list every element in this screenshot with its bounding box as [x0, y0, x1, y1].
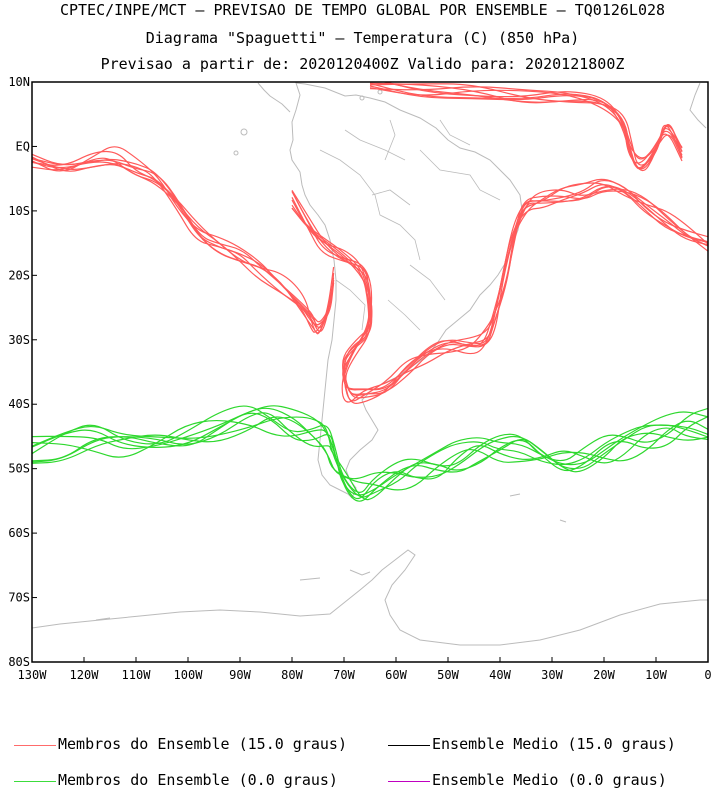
legend-label-member15: Membros do Ensemble (15.0 graus) [58, 735, 347, 753]
y-tick-label: 20S [8, 268, 30, 282]
legend-label-member0: Membros do Ensemble (0.0 graus) [58, 771, 338, 789]
contour-15c-member-3-6 [369, 83, 683, 166]
antarctica-coastline [32, 549, 708, 646]
y-tick-label: 40S [8, 397, 30, 411]
legend-swatch-member0 [14, 781, 56, 782]
y-tick-label: 60S [8, 526, 30, 540]
contour-0c-member-4-8 [32, 407, 708, 480]
x-tick-label: 50W [437, 668, 459, 682]
contour-15c-member-2-8 [291, 184, 708, 404]
plot-frame [31, 81, 709, 663]
y-tick-label: 50S [8, 462, 30, 476]
y-tick-label: 70S [8, 591, 30, 605]
y-tick-label: 10S [8, 204, 30, 218]
contour-15c-member-1-2 [32, 156, 335, 328]
contour-15c-member-1-4 [32, 150, 335, 334]
contour-15c-member-2-3 [291, 188, 708, 402]
contour-15c-member-3-7 [369, 85, 683, 172]
contour-0c-member-4-2 [32, 405, 708, 496]
islands-outline [95, 493, 567, 621]
x-tick-label: 10W [645, 668, 667, 682]
africa-coastline [689, 82, 707, 129]
contour-15c-member-1-3 [32, 146, 335, 323]
legend-swatch-mean0 [388, 781, 430, 782]
x-tick-label: 0 [704, 668, 711, 682]
contour-15c-member-2-4 [291, 179, 708, 391]
legend-label-mean15: Ensemble Medio (15.0 graus) [432, 735, 676, 753]
x-tick-label: 60W [385, 668, 407, 682]
y-tick-label: 80S [8, 655, 30, 669]
contour-0c-member-4-1 [32, 416, 708, 491]
contour-15c-member-1-1 [32, 157, 335, 333]
contour-0c-member-4-7 [32, 405, 708, 493]
contour-15c-member-2-6 [291, 190, 708, 399]
axes: 130W 120W 110W 100W 90W 80W 70W 60W 50W 40W 30W 20W… [8, 75, 711, 682]
y-tick-label: EQ [16, 139, 30, 153]
legend-label-mean0: Ensemble Medio (0.0 graus) [432, 771, 667, 789]
contour-0c-member-4-5 [32, 412, 708, 500]
contour-15c-member-1-6 [32, 158, 335, 332]
country-borders [319, 119, 501, 331]
contour-15c-member-3-4 [369, 87, 683, 159]
contour-15c-member-2-7 [291, 178, 708, 396]
contour-15c-member-1-7 [32, 153, 335, 326]
contour-15c-member-1-5 [32, 157, 335, 326]
contour-15c-member-1-8 [32, 161, 335, 335]
caribbean-islands [233, 89, 383, 156]
central-america-coastline [257, 82, 291, 113]
contour-0c-member-4-3 [32, 416, 708, 498]
south-america-coastline [289, 82, 523, 499]
x-tick-label: 40W [489, 668, 511, 682]
legend-swatch-member15 [14, 745, 56, 746]
contour-lines [32, 82, 708, 502]
x-tick-label: 100W [174, 668, 204, 682]
x-tick-label: 30W [541, 668, 563, 682]
x-tick-label: 20W [593, 668, 615, 682]
x-tick-label: 130W [18, 668, 48, 682]
legend-swatch-mean15 [388, 745, 430, 746]
y-tick-label: 10N [8, 75, 30, 89]
x-tick-label: 90W [229, 668, 251, 682]
chart-title-line2: Diagrama "Spaguetti" – Temperatura (C) (… [145, 29, 580, 47]
chart-title-line1: CPTEC/INPE/MCT – PREVISAO DE TEMPO GLOBA… [59, 1, 666, 19]
y-tick-label: 30S [8, 333, 30, 347]
chart-title-line3: Previsao a partir de: 2020120400Z Valido… [100, 55, 625, 73]
coastline-map [32, 82, 708, 646]
contour-0c-member-4-4 [32, 419, 708, 502]
x-tick-label: 80W [281, 668, 303, 682]
x-tick-label: 120W [70, 668, 100, 682]
x-tick-label: 110W [122, 668, 152, 682]
contour-15c-member-3-8 [369, 86, 683, 169]
contour-0c-member-4-6 [32, 412, 708, 501]
x-tick-label: 70W [333, 668, 355, 682]
